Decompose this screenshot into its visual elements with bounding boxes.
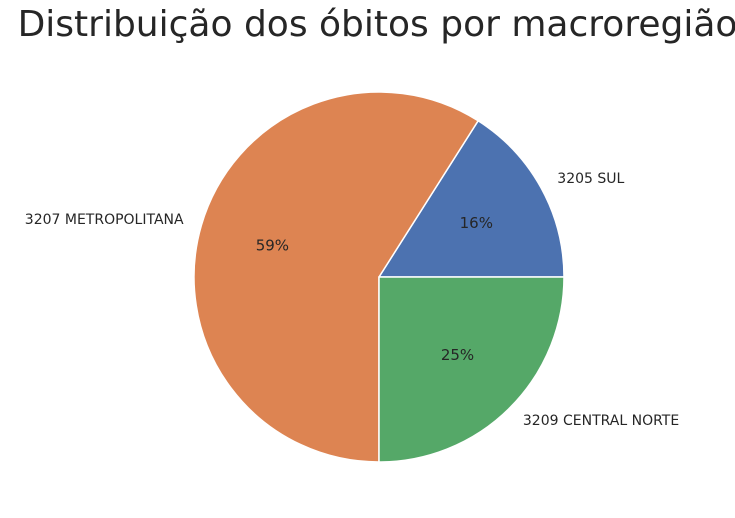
pie-slices	[193, 91, 565, 463]
slice-percent-2: 59%	[256, 237, 289, 255]
pie-labels: 3205 SUL 16% 3207 METROPOLITANA 59% 3209 CEN…	[25, 171, 679, 429]
slice-label-2: 3207 METROPOLITANA	[25, 212, 184, 228]
pie-slice-1	[377, 119, 565, 278]
slice-percent-3: 25%	[441, 346, 474, 364]
slice-label-3: 3209 CENTRAL NORTE	[523, 413, 679, 429]
slice-label-1: 3205 SUL	[557, 171, 624, 187]
chart-title: Distribuição dos óbitos por macroregião	[17, 4, 735, 45]
slice-percent-1: 16%	[460, 214, 493, 232]
pie-slice-2	[193, 91, 480, 463]
pie-slice-3	[378, 276, 565, 463]
